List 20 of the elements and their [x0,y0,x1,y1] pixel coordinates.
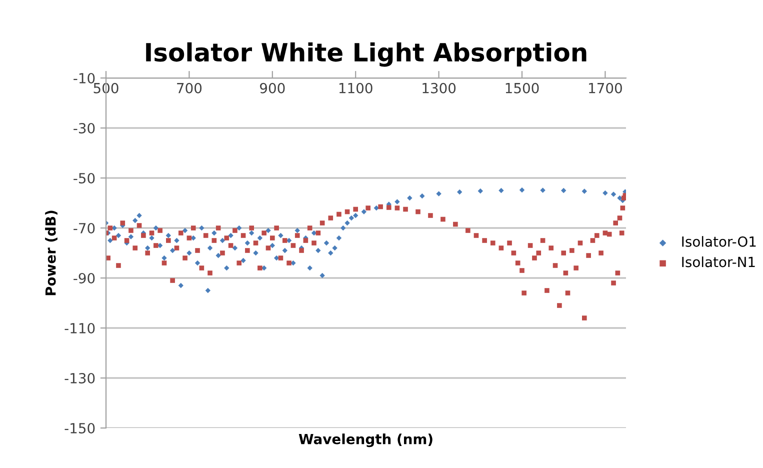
legend-label: Isolator-N1 [682,256,755,268]
y-axis-title: Power (dB) [45,210,58,296]
y-tick-label: -30 [74,122,95,134]
y-tick-label: -50 [74,172,95,184]
x-axis-title: Wavelength (nm) [298,434,432,448]
x-tick-label: 500 [94,82,118,94]
chart-title: Isolator White Light Absorption [146,42,586,67]
x-tick-label: 1100 [339,82,372,94]
y-tick-label: -10 [74,72,95,84]
y-tick-label: -110 [64,322,95,334]
legend-label: Isolator-O1 [682,236,756,247]
x-tick-label: 1500 [506,82,539,94]
x-tick-label: 1300 [422,82,456,94]
x-tick-label: 1700 [589,82,622,94]
y-tick-label: -90 [74,272,95,284]
x-tick-label: 900 [260,82,285,94]
y-tick-label: -150 [64,422,95,434]
y-tick-label: -130 [64,372,95,384]
y-tick-label: -70 [74,222,95,234]
x-tick-label: 700 [177,82,202,94]
